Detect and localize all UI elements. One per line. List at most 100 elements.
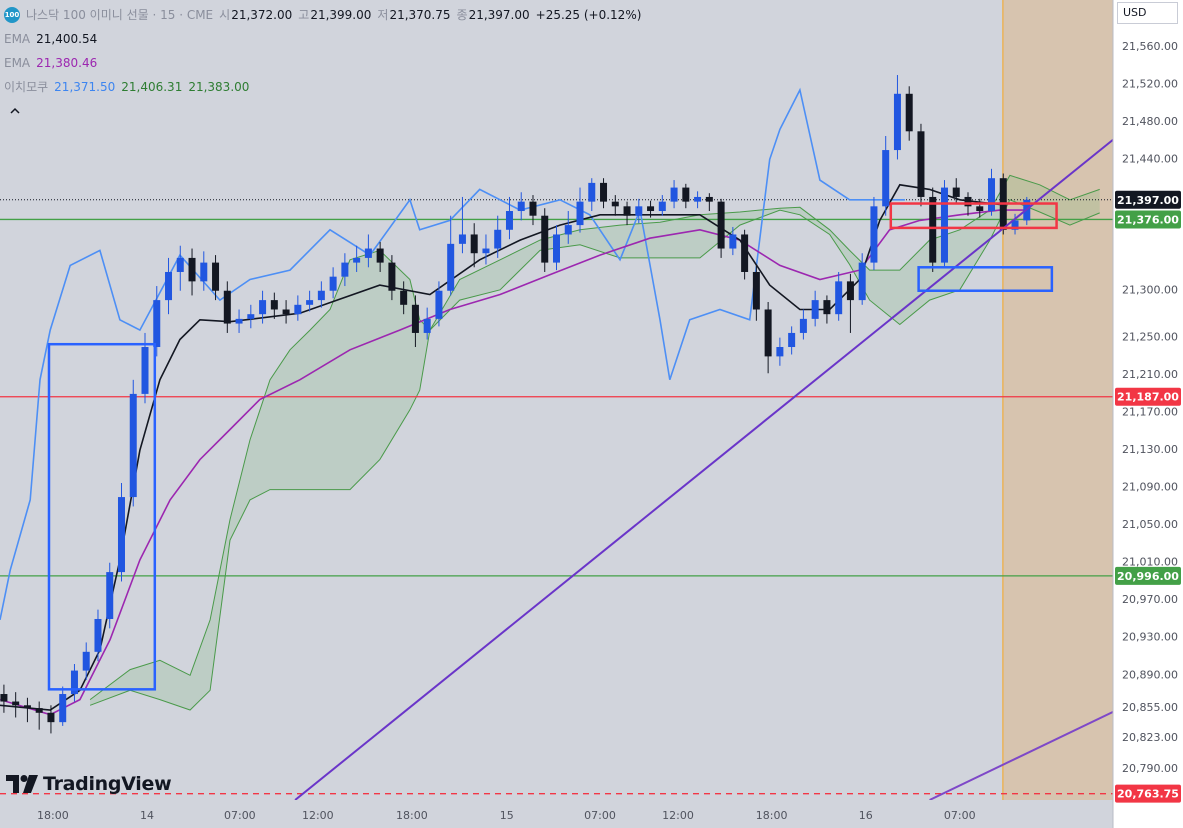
candle-body <box>270 300 278 310</box>
candle-body <box>212 262 220 291</box>
indicator-name: EMA <box>4 56 31 70</box>
x-tick-label: 15 <box>500 809 514 822</box>
y-tick-label: 20,855.00 <box>1122 701 1178 714</box>
candle-body <box>82 651 90 671</box>
candle-body <box>200 262 208 282</box>
candle-body <box>541 215 549 263</box>
candle-body <box>764 309 772 357</box>
candle-body <box>482 248 490 254</box>
price-badge <box>1115 210 1181 229</box>
indicator-value: 21,400.54 <box>36 32 98 46</box>
candle-body <box>917 131 925 197</box>
candle-body <box>729 234 737 249</box>
ohlc-label: 고 <box>298 8 310 22</box>
candle-body <box>870 206 878 263</box>
y-tick-label: 21,210.00 <box>1122 368 1178 381</box>
candle-body <box>423 318 431 333</box>
ohlc-label: 종 <box>456 8 468 22</box>
symbol-row: 100 나스닥 100 이미니 선물 · 15 · CME 시 21,372.00… <box>4 3 641 27</box>
y-tick-label: 21,090.00 <box>1122 481 1178 494</box>
candle-body <box>400 290 408 305</box>
candle-body <box>564 225 572 235</box>
price-badge-label: 20,996.00 <box>1117 570 1179 583</box>
candle-body <box>306 300 314 305</box>
candle-body <box>223 290 231 324</box>
candle-body <box>670 187 678 202</box>
candle-body <box>317 290 325 301</box>
currency-button[interactable]: USD <box>1117 2 1178 24</box>
x-tick-label: 12:00 <box>662 809 694 822</box>
candle-body <box>823 300 831 315</box>
candle-body <box>141 347 149 394</box>
y-tick-label: 21,440.00 <box>1122 152 1178 165</box>
candle-body <box>435 290 443 319</box>
price-badge <box>1115 190 1181 209</box>
candle-body <box>294 304 302 315</box>
candle-body <box>882 150 890 207</box>
logo: TradingView <box>6 771 172 797</box>
ohlc-label: 시 <box>219 8 231 22</box>
cloud-fill <box>90 175 1100 710</box>
candle-body <box>776 347 784 357</box>
x-tick-label: 07:00 <box>224 809 256 822</box>
price-axis <box>1113 0 1183 828</box>
x-tick-label: 12:00 <box>302 809 334 822</box>
candle-body <box>741 234 749 272</box>
price-badge-label: 21,187.00 <box>1117 391 1179 404</box>
x-tick-label: 18:00 <box>37 809 69 822</box>
indicator-value: 21,380.46 <box>36 56 98 70</box>
ohlc-value: 21,399.00 <box>310 8 372 22</box>
candle-body <box>458 234 466 244</box>
price-badge <box>1115 784 1181 803</box>
candle-body <box>505 211 513 230</box>
trendline <box>929 710 1113 800</box>
y-tick-label: 21,170.00 <box>1122 406 1178 419</box>
candle-body <box>658 201 666 212</box>
indicator-row: 이치모쿠 21,371.50 21,406.31 21,383.00 <box>4 75 641 99</box>
y-tick-label: 21,560.00 <box>1122 40 1178 53</box>
candle-body <box>752 271 760 310</box>
x-tick-label: 18:00 <box>756 809 788 822</box>
candle-body <box>799 318 807 333</box>
x-tick-label: 18:00 <box>396 809 428 822</box>
candle-body <box>623 206 631 216</box>
ohlc-label: 저 <box>377 8 389 22</box>
candle-body <box>94 618 102 652</box>
candle-body <box>12 701 20 706</box>
indicator-line <box>0 209 1027 716</box>
y-tick-label: 21,130.00 <box>1122 443 1178 456</box>
y-tick-label: 21,480.00 <box>1122 115 1178 128</box>
y-tick-label: 21,300.00 <box>1122 284 1178 297</box>
candle-body <box>940 187 948 263</box>
candle-body <box>893 93 901 151</box>
symbol-icon: 100 <box>4 7 20 23</box>
x-tick-label: 07:00 <box>944 809 976 822</box>
candle-body <box>611 201 619 207</box>
price-badge <box>1115 387 1181 406</box>
candle-body <box>964 196 972 207</box>
candle-body <box>529 201 537 216</box>
y-tick-label: 20,930.00 <box>1122 631 1178 644</box>
candle-body <box>165 271 173 301</box>
x-tick-label: 14 <box>140 809 154 822</box>
candle-body <box>35 708 43 713</box>
indicator-value: 21,406.31 <box>121 80 183 94</box>
candle-body <box>153 300 161 348</box>
candle-body <box>1011 220 1019 230</box>
indicator-row: EMA 21,380.46 <box>4 51 641 75</box>
price-badge <box>1115 566 1181 585</box>
candle-body <box>447 243 455 291</box>
candle-body <box>788 332 796 348</box>
candle-body <box>694 196 702 202</box>
candle-body <box>588 182 596 202</box>
y-tick-label: 20,970.00 <box>1122 593 1178 606</box>
candle-body <box>576 201 584 226</box>
cloud-span-b <box>89 199 1100 711</box>
candle-body <box>635 206 643 216</box>
price-badge-label: 21,376.00 <box>1117 213 1179 226</box>
candle-body <box>341 262 349 277</box>
ohlc-close: 종 21,397.00 <box>457 3 530 27</box>
collapse-button[interactable] <box>5 101 25 121</box>
